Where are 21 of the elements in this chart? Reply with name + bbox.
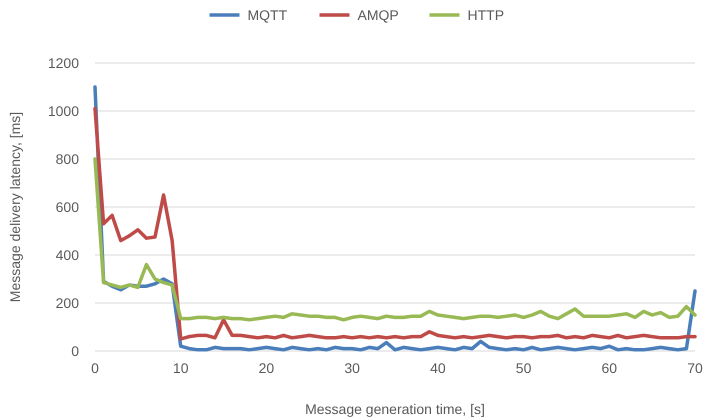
- legend-label: MQTT: [248, 6, 288, 23]
- x-tick-label: 10: [172, 360, 189, 376]
- x-axis-title: Message generation time, [s]: [305, 401, 485, 417]
- y-tick-label: 400: [56, 246, 80, 263]
- y-tick-label: 600: [56, 198, 80, 215]
- x-tick-label: 50: [516, 360, 532, 376]
- line-series: [93, 157, 697, 322]
- legend-label: AMQP: [358, 6, 399, 23]
- legend-label: HTTP: [468, 6, 504, 23]
- y-tick-label: 1200: [48, 54, 80, 71]
- y-tick-label: 800: [56, 150, 80, 167]
- y-tick-label: 0: [71, 342, 80, 359]
- x-tick-label: 20: [258, 360, 274, 376]
- x-tick-label: 70: [687, 360, 703, 376]
- x-tick-label: 0: [91, 360, 100, 376]
- y-tick-label: 200: [56, 294, 80, 311]
- y-tick-label: 1000: [48, 102, 80, 119]
- y-axis-title: Message delivery latency, [ms]: [7, 112, 23, 302]
- x-tick-label: 60: [601, 360, 618, 376]
- x-tick-label: 40: [430, 360, 446, 376]
- x-tick-label: 30: [344, 360, 360, 376]
